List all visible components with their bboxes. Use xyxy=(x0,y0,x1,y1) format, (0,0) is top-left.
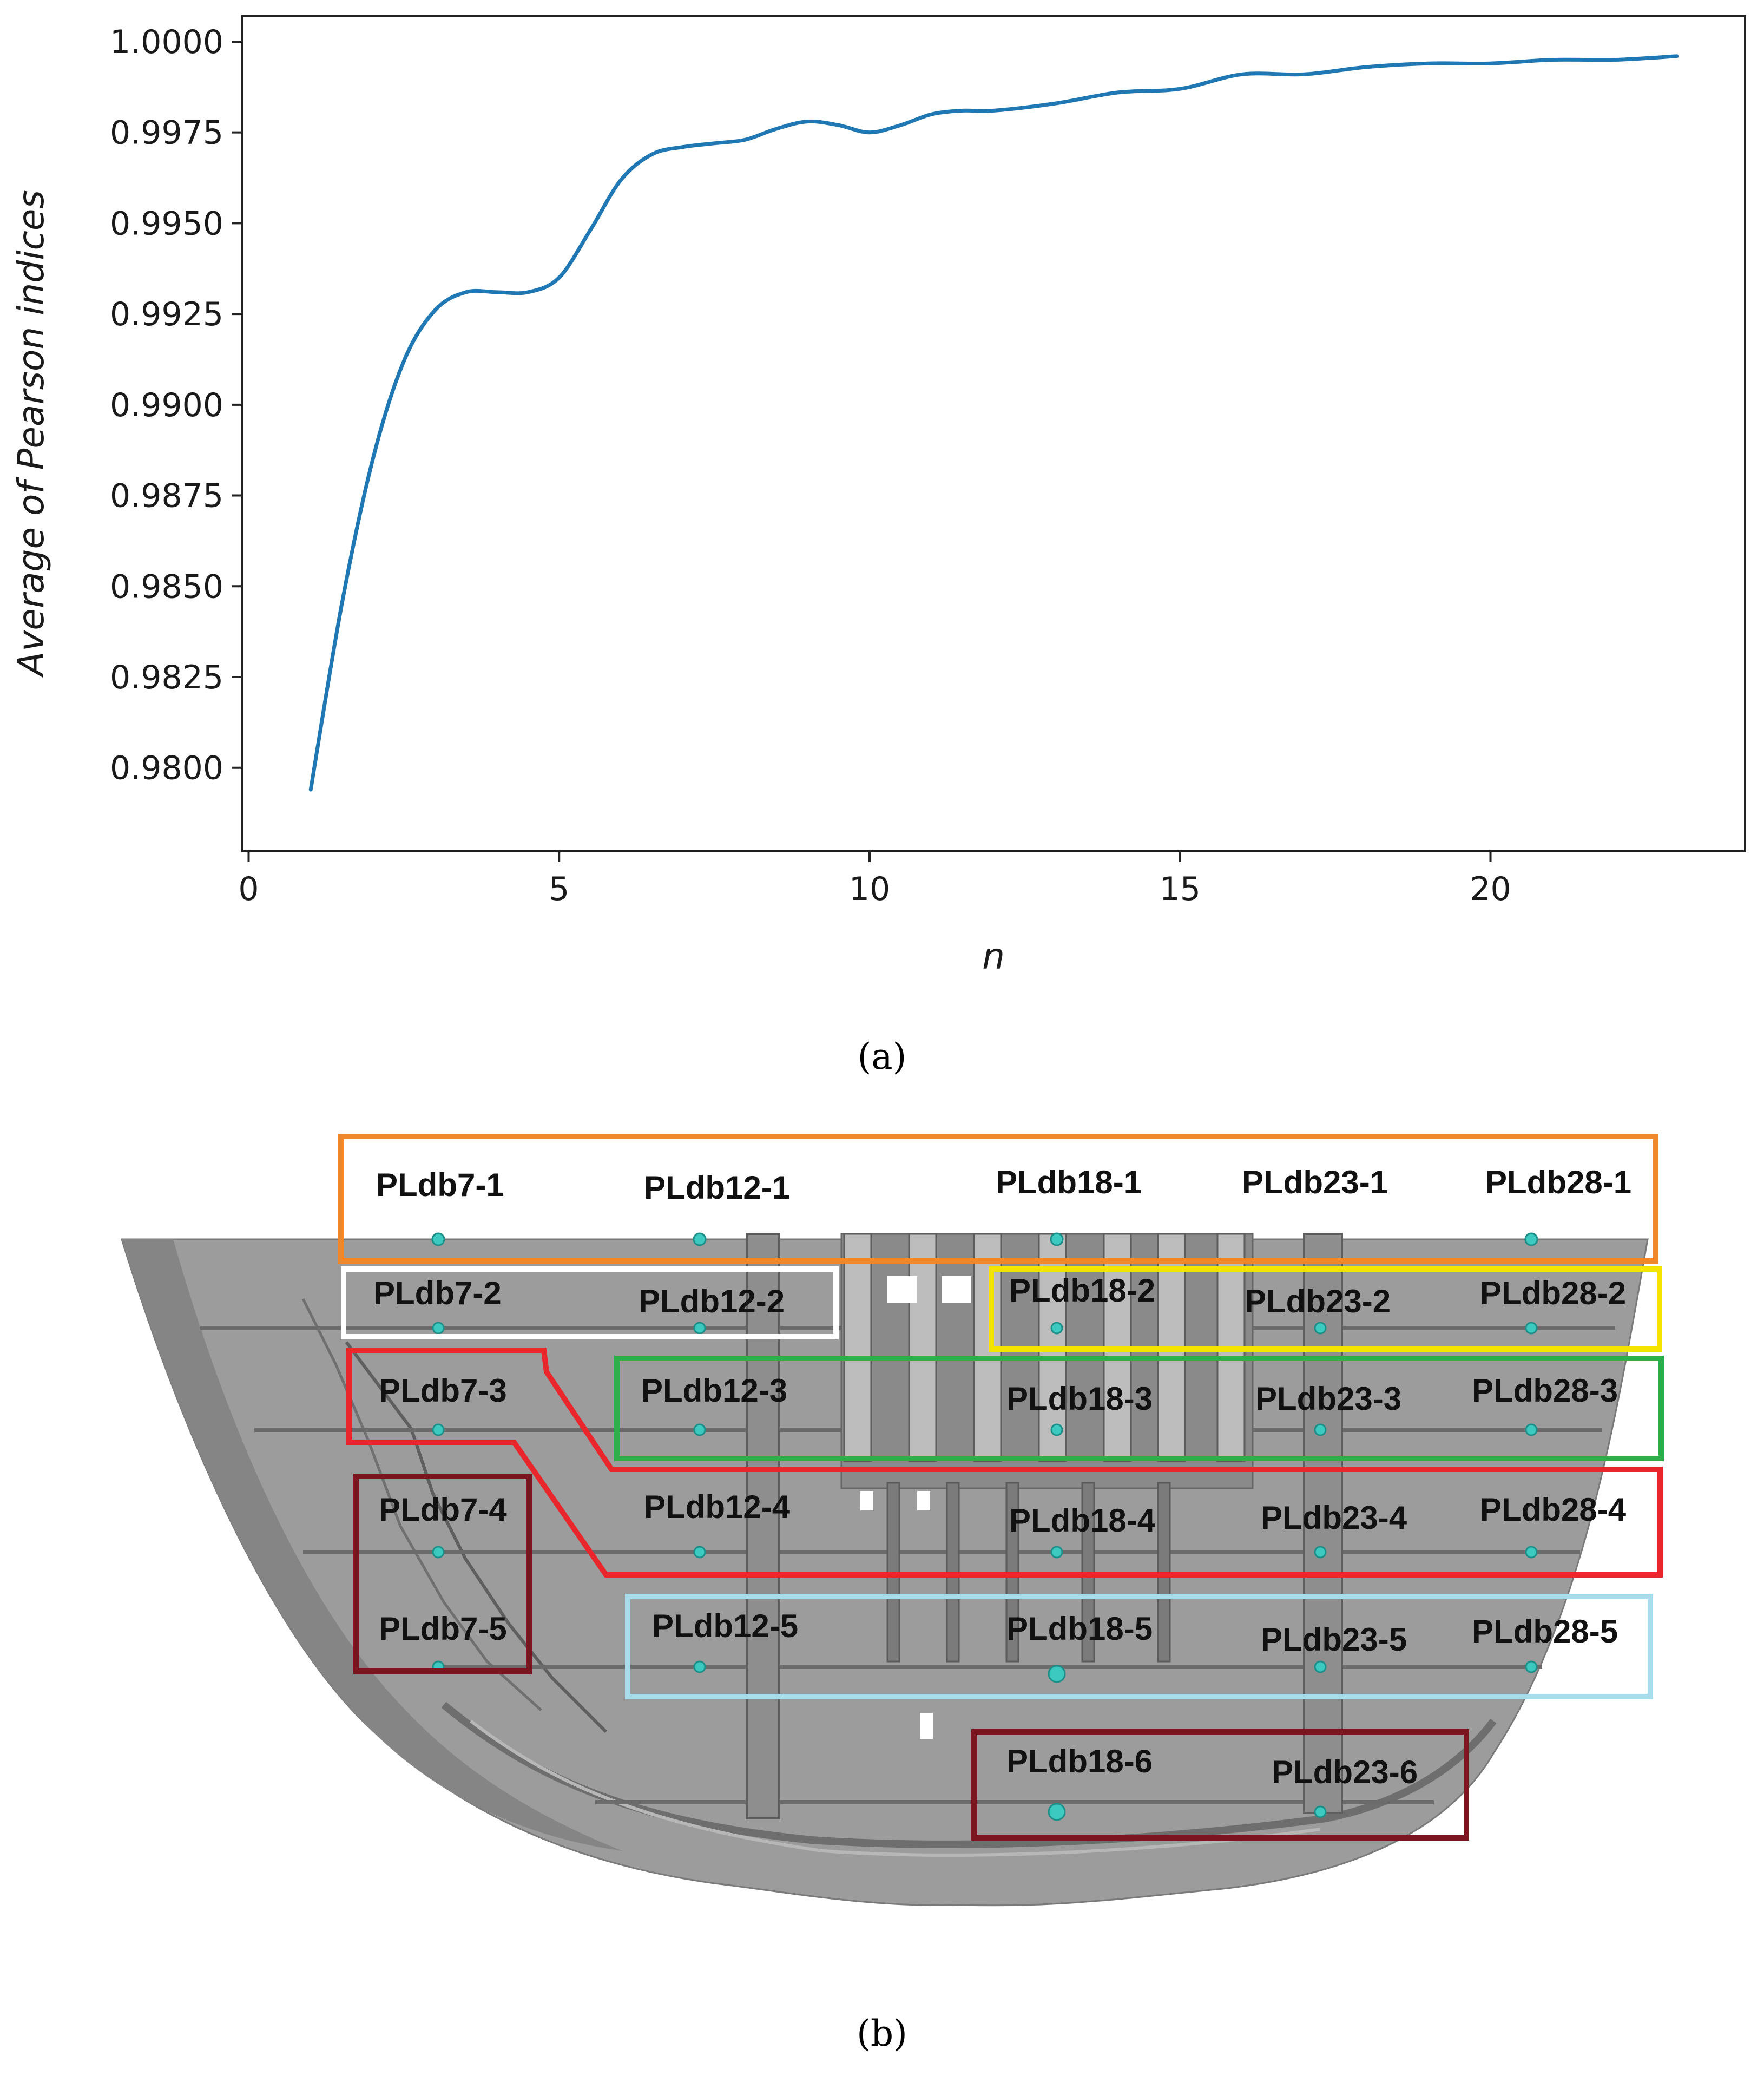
gauge-label: PLdb23-4 xyxy=(1261,1500,1407,1536)
left-drainage-line-2 xyxy=(301,1298,542,1711)
y-tick-label: 0.9925 xyxy=(110,295,223,333)
y-axis-ticks: 0.9800 0.9825 0.9850 0.9875 0.9900 0.9925 0.99… xyxy=(110,23,242,787)
y-tick-label: 0.9950 xyxy=(110,205,223,242)
gauge-label: PLdb18-2 xyxy=(1009,1272,1155,1309)
gauge-markers xyxy=(431,1232,1538,1821)
gauge-label: PLdb7-5 xyxy=(379,1611,507,1647)
x-axis-ticks: 0 5 10 15 20 xyxy=(238,851,1511,908)
gauge-label: PLdb7-2 xyxy=(373,1275,502,1311)
gauge-label: PLdb12-4 xyxy=(644,1489,791,1525)
group-frame-row3-right xyxy=(614,1356,1664,1461)
gauge-label: PLdb7-4 xyxy=(379,1492,507,1528)
gauge-label: PLdb18-3 xyxy=(1006,1381,1153,1417)
x-tick-label: 15 xyxy=(1160,870,1201,908)
gauge-label: PLdb23-3 xyxy=(1255,1381,1401,1417)
gauge-label: PLdb28-4 xyxy=(1480,1492,1627,1528)
gauge-label: PLdb23-1 xyxy=(1242,1164,1388,1200)
line-chart: 0 5 10 15 20 0.98000.98250.98500.98750.99000… xyxy=(10,15,1746,977)
y-tick-label: 1.0000 xyxy=(110,23,223,61)
group-frame-bottom xyxy=(971,1729,1469,1841)
gauge-label: PLdb12-3 xyxy=(641,1372,787,1409)
gauge-label: PLdb18-4 xyxy=(1009,1502,1156,1539)
x-axis-title: n xyxy=(982,936,1005,977)
gauge-label: PLdb12-5 xyxy=(652,1608,798,1644)
y-tick-label: 0.9875 xyxy=(110,477,223,515)
dam-left-flank xyxy=(122,1239,622,1851)
gauge-label: PLdb7-1 xyxy=(376,1167,504,1203)
gauge-label: PLdb23-6 xyxy=(1272,1754,1418,1790)
gauge-label: PLdb28-5 xyxy=(1472,1613,1618,1650)
gauge-label: PLdb18-1 xyxy=(996,1164,1142,1200)
x-tick-label: 20 xyxy=(1470,870,1511,908)
y-tick-label: 0.9975 xyxy=(110,114,223,152)
group-frame-row2-left xyxy=(341,1266,839,1339)
x-tick-label: 10 xyxy=(849,870,890,908)
vertical-shafts xyxy=(746,1233,1343,1819)
gauge-label: PLdb7-3 xyxy=(379,1372,507,1409)
group-frame-row2-right xyxy=(989,1266,1662,1352)
gauge-label: PLdb23-5 xyxy=(1261,1621,1407,1658)
y-tick-label: 0.9825 xyxy=(110,659,223,697)
series-line xyxy=(308,54,1679,792)
gauge-labels: PLdb7-1 PLdb12-1 PLdb18-1 PLdb23-1 PLdb2… xyxy=(373,1164,1631,1790)
gauge-label: PLdb18-6 xyxy=(1006,1743,1153,1779)
group-frame-row5 xyxy=(625,1594,1653,1699)
plot-frame xyxy=(241,15,1746,852)
panel-a-label: (a) xyxy=(858,1036,907,1078)
y-tick-label: 0.9900 xyxy=(110,386,223,424)
gauge-label: PLdb28-2 xyxy=(1480,1275,1626,1311)
panel-b-label: (b) xyxy=(857,2013,907,2054)
gauge-label: PLdb12-2 xyxy=(639,1283,785,1319)
x-tick-label: 5 xyxy=(549,870,569,908)
group-frame-col7 xyxy=(353,1474,532,1674)
y-tick-label: 0.9800 xyxy=(110,750,223,787)
gauge-label: PLdb28-1 xyxy=(1485,1164,1631,1200)
y-tick-label: 0.9850 xyxy=(110,568,223,606)
y-axis-title: Average of Pearson indices xyxy=(10,190,52,678)
dam-diagram: PLdb7-1 PLdb12-1 PLdb18-1 PLdb23-1 PLdb2… xyxy=(120,1134,1664,1907)
group-frame-row1 xyxy=(338,1134,1658,1264)
group-frame-rows3-4 xyxy=(346,1348,1663,1578)
intake-openings xyxy=(860,1276,971,1739)
x-tick-label: 0 xyxy=(238,870,259,908)
gauge-label: PLdb12-1 xyxy=(644,1170,790,1206)
foundation-gallery-inner xyxy=(470,1719,1321,1857)
gauge-label: PLdb23-2 xyxy=(1245,1283,1391,1319)
gauge-label: PLdb28-3 xyxy=(1472,1372,1618,1409)
gauge-label: PLdb18-5 xyxy=(1006,1611,1153,1647)
